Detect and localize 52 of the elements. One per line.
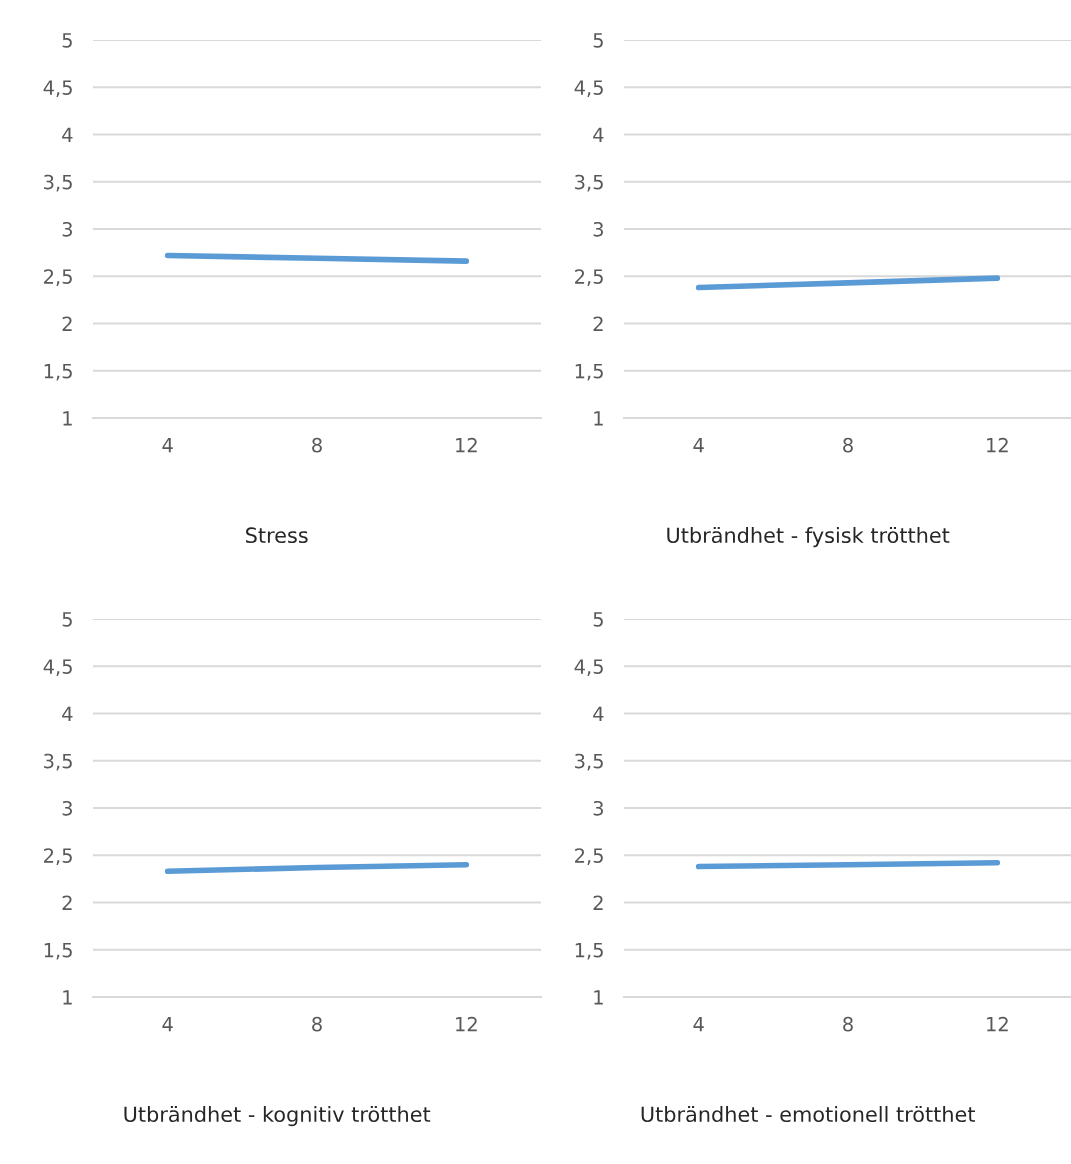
y-tick-label: 3 [62,800,72,816]
y-tick-label: 1 [63,990,72,1005]
y-tick-label: 1 [63,411,72,426]
y-tick-label: 2 [62,895,72,910]
y-tick-label: 4,5 [574,80,603,97]
y-tick-label: 2,5 [575,848,603,865]
y-tick-label: 3,5 [44,753,72,771]
text: Utbrändhet - emotionell trötthet [641,1105,976,1123]
y-tick-label: 1,5 [575,363,603,381]
y-tick-label: 4 [593,706,604,721]
y-tick-label: 2 [593,895,603,910]
x-tick-label: 8 [843,1016,853,1032]
y-tick-label: 3 [593,221,603,237]
x-tick-label: 12 [456,1016,477,1032]
y-tick-label: 4 [62,127,73,142]
y-tick-label: 2 [62,316,72,331]
text: Utbrändhet - fysisk trötthet [667,526,950,548]
x-tick-label: 4 [693,438,704,453]
y-tick-label: 5 [62,612,72,627]
y-tick-label: 1,5 [44,942,72,960]
y-tick-label: 4,5 [43,80,72,97]
text: Utbrändhet - kognitiv trötthet [124,1105,431,1127]
x-tick-label: 8 [312,437,322,453]
y-tick-label: 3 [62,221,72,237]
y-tick-label: 2,5 [44,848,72,865]
y-tick-label: 5 [62,33,72,48]
y-tick-label: 2,5 [44,269,72,286]
y-tick-label: 3,5 [575,753,603,771]
y-tick-label: 1,5 [575,942,603,960]
x-tick-label: 8 [843,437,853,453]
x-tick-label: 4 [162,438,173,453]
x-tick-label: 12 [987,437,1008,453]
y-tick-label: 3,5 [44,174,72,192]
y-tick-label: 1 [594,990,603,1005]
x-tick-label: 4 [693,1017,704,1032]
y-tick-label: 5 [593,612,603,627]
y-tick-label: 4 [593,127,604,142]
y-tick-label: 2,5 [575,269,603,286]
y-tick-label: 2 [593,316,603,331]
y-tick-label: 4 [62,706,73,721]
y-tick-label: 4,5 [574,659,603,676]
x-tick-label: 8 [312,1016,322,1032]
x-tick-label: 4 [162,1017,173,1032]
y-tick-label: 3 [593,800,603,816]
x-tick-label: 12 [987,1016,1008,1032]
y-tick-label: 1,5 [44,363,72,381]
y-tick-label: 5 [593,33,603,48]
y-tick-label: 1 [594,411,603,426]
y-tick-label: 4,5 [43,659,72,676]
x-tick-label: 12 [456,437,477,453]
text: Stress [246,527,308,544]
y-tick-label: 3,5 [575,174,603,192]
